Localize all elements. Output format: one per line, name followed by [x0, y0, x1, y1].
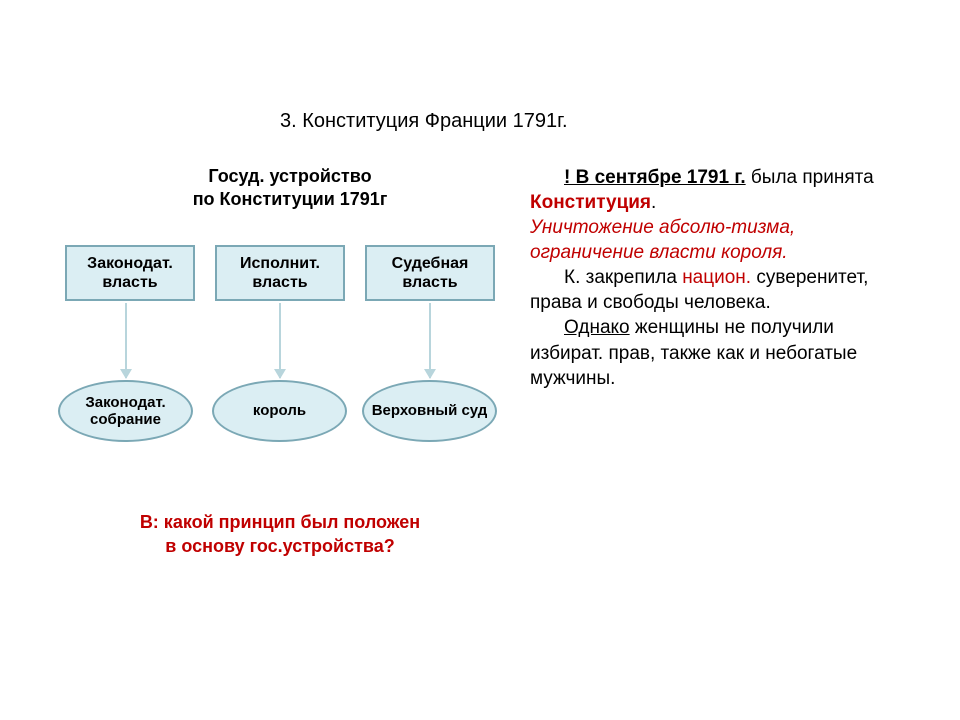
body-p3b: национ.	[682, 267, 751, 288]
arrow-judicial	[429, 303, 431, 378]
executive-box: Исполнит. власть	[215, 245, 345, 301]
slide-title: 3. Конституция Франции 1791г.	[280, 110, 568, 133]
legislative-box: Законодат. власть	[65, 245, 195, 301]
body-p1-lead: ! В сентябре 1791 г.	[564, 167, 746, 188]
arrow-legislative	[125, 303, 127, 378]
body-p1-mid: была принята	[746, 167, 874, 188]
body-p1-dot: .	[651, 192, 656, 213]
body-p1-const: Конституция	[530, 192, 651, 213]
body-p4a: Однако	[564, 317, 630, 338]
subtitle-line2: по Конституции 1791г	[193, 189, 388, 209]
question-text: В: какой принцип был положен в основу го…	[110, 510, 450, 559]
arrow-executive	[279, 303, 281, 378]
body-p3a: К. закрепила	[564, 267, 682, 288]
executive-oval: король	[212, 380, 347, 442]
body-p2: Уничтожение абсолю-тизма, ограничение вл…	[530, 215, 910, 265]
subtitle-line1: Госуд. устройство	[208, 166, 371, 186]
body-text: ! В сентябре 1791 г. была принята Консти…	[530, 165, 910, 391]
judicial-box: Судебная власть	[365, 245, 495, 301]
question-line2: в основу гос.устройства?	[165, 536, 394, 556]
diagram-subtitle: Госуд. устройство по Конституции 1791г	[160, 165, 420, 212]
judicial-oval: Верховный суд	[362, 380, 497, 442]
legislative-oval: Законодат. собрание	[58, 380, 193, 442]
question-line1: В: какой принцип был положен	[140, 512, 420, 532]
